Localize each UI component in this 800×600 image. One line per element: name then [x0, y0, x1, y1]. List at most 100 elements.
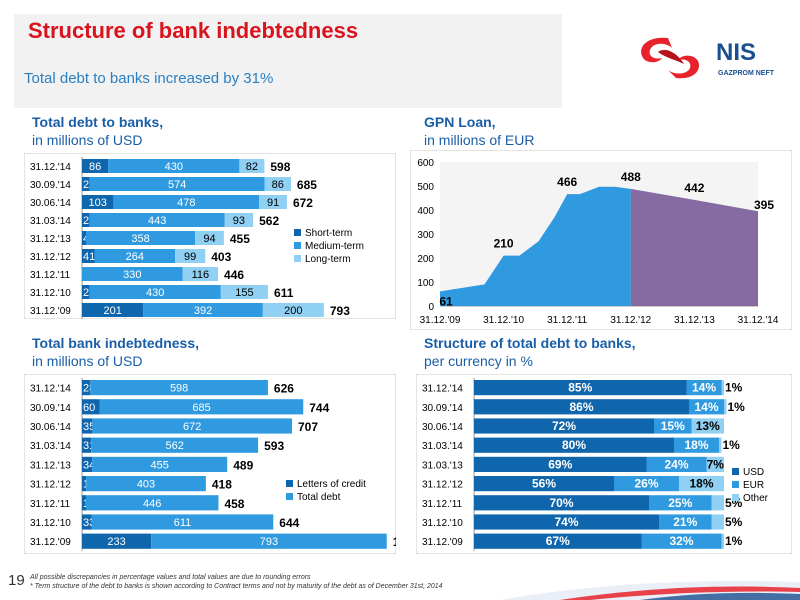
bar-segment	[82, 177, 90, 191]
legend-label: Long-term	[305, 254, 351, 265]
bar-value-label: 35	[83, 421, 95, 433]
bar-value-label: 93	[233, 215, 245, 227]
legend-swatch	[294, 242, 301, 249]
bar-value-label: 1%	[728, 400, 746, 414]
bar-value-label: 74%	[554, 515, 578, 529]
bar-segment	[113, 195, 260, 209]
bar-segment	[474, 399, 689, 415]
bar-value-label: 430	[146, 287, 164, 299]
bar-value-label: 574	[168, 179, 186, 191]
gpn-loan-chart: 0 100 200 300 400 500 600 31.12.'09 31.12.'10 31.…	[410, 150, 792, 330]
logo-swirl-icon-3	[658, 49, 684, 64]
bar-segment	[220, 285, 269, 299]
category-label: 31.03.'14	[30, 441, 71, 452]
logo-tagline: GAZPROM NEFT	[718, 70, 775, 77]
category-label: 31.12.'12	[30, 480, 71, 491]
bar-value-label: 14%	[692, 381, 716, 395]
category-label: 30.09.'14	[30, 403, 71, 414]
nis-logo: NIS GAZPROM NEFT	[641, 37, 775, 79]
bar-value-label: 5%	[725, 515, 743, 529]
bar-value-label: 15%	[661, 419, 685, 433]
tr-subtitle: in millions of EUR	[424, 132, 535, 148]
bar-value-label: 60	[83, 402, 95, 414]
bar-value-label: 562	[165, 440, 183, 452]
bar-value-label: 18%	[689, 477, 713, 491]
data-label: 210	[494, 237, 514, 251]
category-label: 30.09.'14	[30, 180, 71, 191]
bar-value-label: 70%	[549, 496, 573, 510]
loan-area-historical	[440, 186, 631, 306]
br-subtitle: per currency in %	[424, 353, 533, 369]
bar-segment	[686, 380, 722, 396]
total-label: 626	[274, 382, 294, 396]
y-tick-label: 200	[417, 254, 434, 265]
bar-value-label: 685	[192, 402, 210, 414]
category-label: 31.12.'14	[30, 162, 71, 173]
total-label: 593	[264, 439, 284, 453]
category-label: 31.12.'14	[30, 384, 71, 395]
bar-value-label: 455	[150, 459, 168, 471]
total-label: 446	[224, 268, 244, 282]
bar-value-label: 430	[165, 161, 183, 173]
bar-segment	[82, 514, 92, 530]
total-label: 644	[279, 516, 299, 530]
bar-value-label: 86	[89, 161, 101, 173]
data-label: 488	[621, 170, 641, 184]
y-tick-label: 500	[417, 182, 434, 193]
y-tick-label: 0	[428, 302, 434, 313]
bar-segment	[691, 418, 724, 434]
bar-value-label: 1%	[725, 381, 743, 395]
bar-value-label: 392	[194, 305, 212, 317]
logo-name: NIS	[716, 39, 756, 66]
bar-segment	[82, 195, 114, 209]
total-label: 458	[224, 497, 244, 511]
page-number: 19	[8, 572, 25, 589]
legend-label: Short-term	[305, 228, 352, 239]
footnote-rounding: All possible discrepancies in percentage…	[30, 574, 311, 581]
bar-value-label: 103	[89, 197, 107, 209]
bar-segment	[82, 418, 93, 434]
bar-value-label: 598	[170, 383, 188, 395]
bar-segment	[82, 285, 90, 299]
bar-segment	[224, 213, 254, 227]
bar-value-label: 99	[184, 251, 196, 263]
bar-value-label: 443	[148, 215, 166, 227]
tl-subtitle: in millions of USD	[32, 132, 143, 148]
bar-segment	[86, 476, 206, 492]
bar-segment	[262, 303, 324, 317]
bar-segment	[721, 533, 724, 549]
bar-segment	[474, 437, 674, 453]
bar-value-label: 7%	[707, 457, 725, 471]
bar-segment	[82, 456, 93, 472]
footnote-term: * Term structure of the debt to banks is…	[30, 583, 443, 590]
legend-label: Other	[743, 493, 769, 504]
legend-swatch	[294, 255, 301, 262]
data-label: 395	[754, 198, 774, 212]
bar-segment	[724, 399, 727, 415]
category-label: 31.03.'14	[422, 441, 463, 452]
bar-value-label: 611	[174, 517, 192, 529]
category-label: 31.12.'13	[30, 234, 71, 245]
page-title: Structure of bank indebtedness	[28, 18, 359, 43]
bar-value-label: 94	[203, 233, 215, 245]
bar-segment	[679, 476, 724, 492]
bar-value-label: 478	[177, 197, 195, 209]
logo-swirl-icon-2	[668, 55, 700, 79]
bar-segment	[82, 231, 86, 245]
total-label: 672	[293, 196, 313, 210]
x-tick-label: 31.12.'14	[738, 315, 779, 326]
legend-label: USD	[743, 467, 764, 478]
total-label: 744	[309, 401, 329, 415]
bar-segment	[82, 380, 91, 396]
bar-segment	[143, 303, 263, 317]
legend-label: Medium-term	[305, 241, 364, 252]
loan-area-forecast	[630, 188, 758, 306]
legend-swatch	[732, 468, 739, 475]
bar-value-label: 56%	[532, 477, 556, 491]
category-label: 31.12.'12	[30, 252, 71, 263]
bar-segment	[649, 495, 712, 511]
bar-value-label: 264	[126, 251, 144, 263]
tr-title: GPN Loan,	[424, 114, 496, 130]
bar-value-label: 201	[103, 305, 121, 317]
